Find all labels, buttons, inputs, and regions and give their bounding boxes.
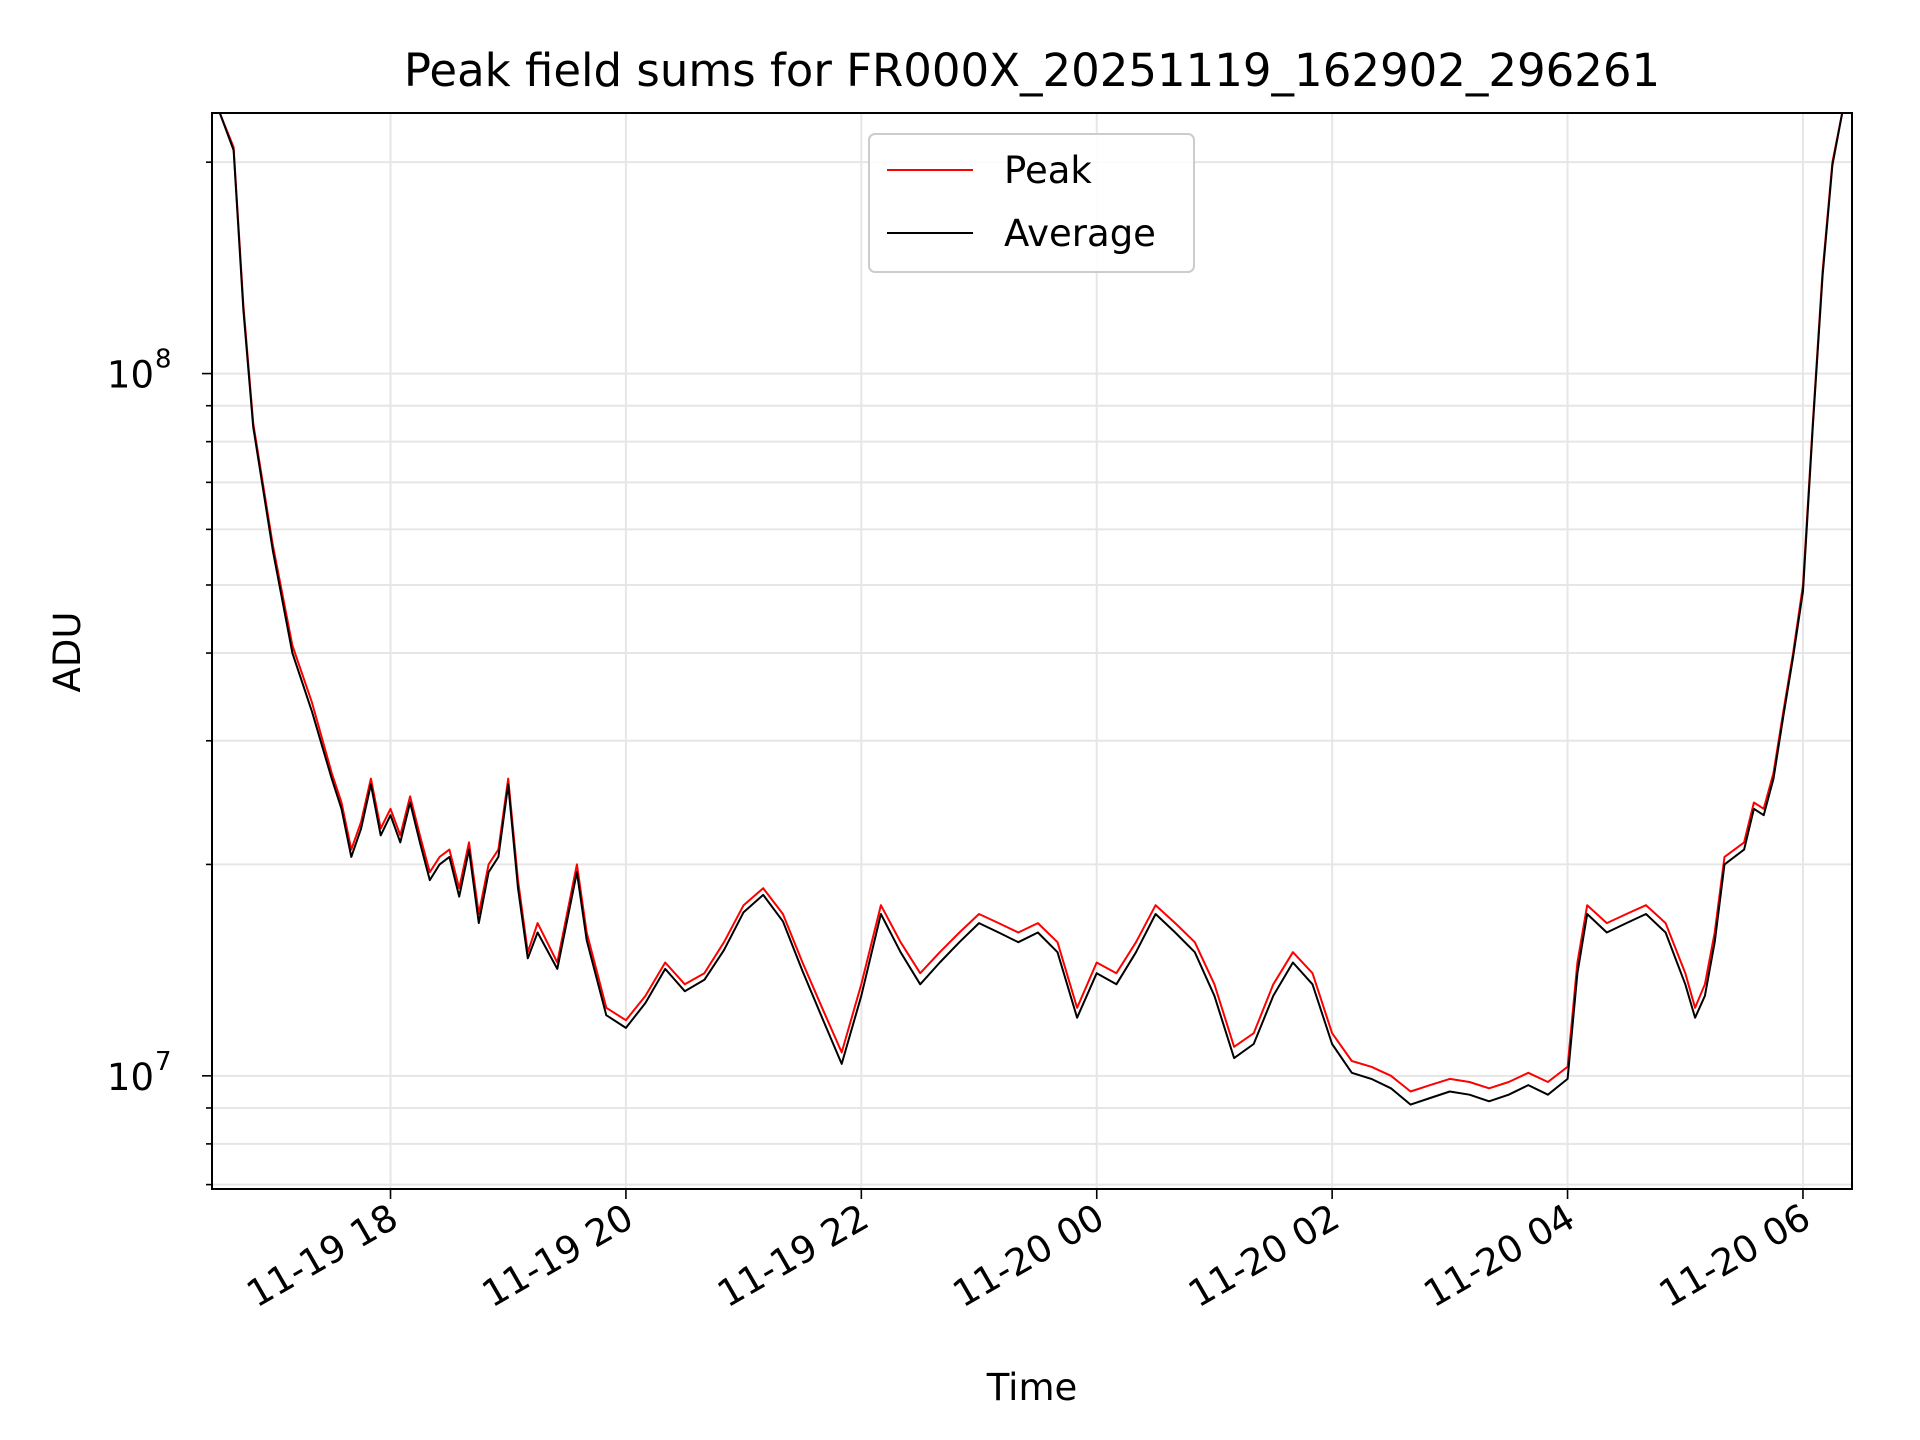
- y-tick-label-exponent: 7: [155, 1047, 172, 1077]
- series-line-peak: [218, 113, 1844, 1093]
- x-axis-label: Time: [986, 1366, 1078, 1409]
- plot-frame: [211, 112, 1853, 1190]
- legend-box: [868, 133, 1195, 273]
- y-tick-label-exponent: 8: [155, 345, 172, 375]
- series-line-average: [218, 113, 1844, 1106]
- series-layer: [218, 113, 1844, 1106]
- y-tick-label: 10: [107, 1056, 154, 1099]
- legend: Peak Average: [868, 133, 1195, 273]
- grid: [212, 113, 1852, 1189]
- chart-title: Peak field sums for FR000X_20251119_1629…: [404, 44, 1660, 97]
- legend-label-average: Average: [1004, 212, 1156, 255]
- y-axis-label: ADU: [46, 612, 89, 693]
- legend-label-peak: Peak: [1004, 149, 1092, 192]
- y-tick-label: 10: [107, 354, 154, 397]
